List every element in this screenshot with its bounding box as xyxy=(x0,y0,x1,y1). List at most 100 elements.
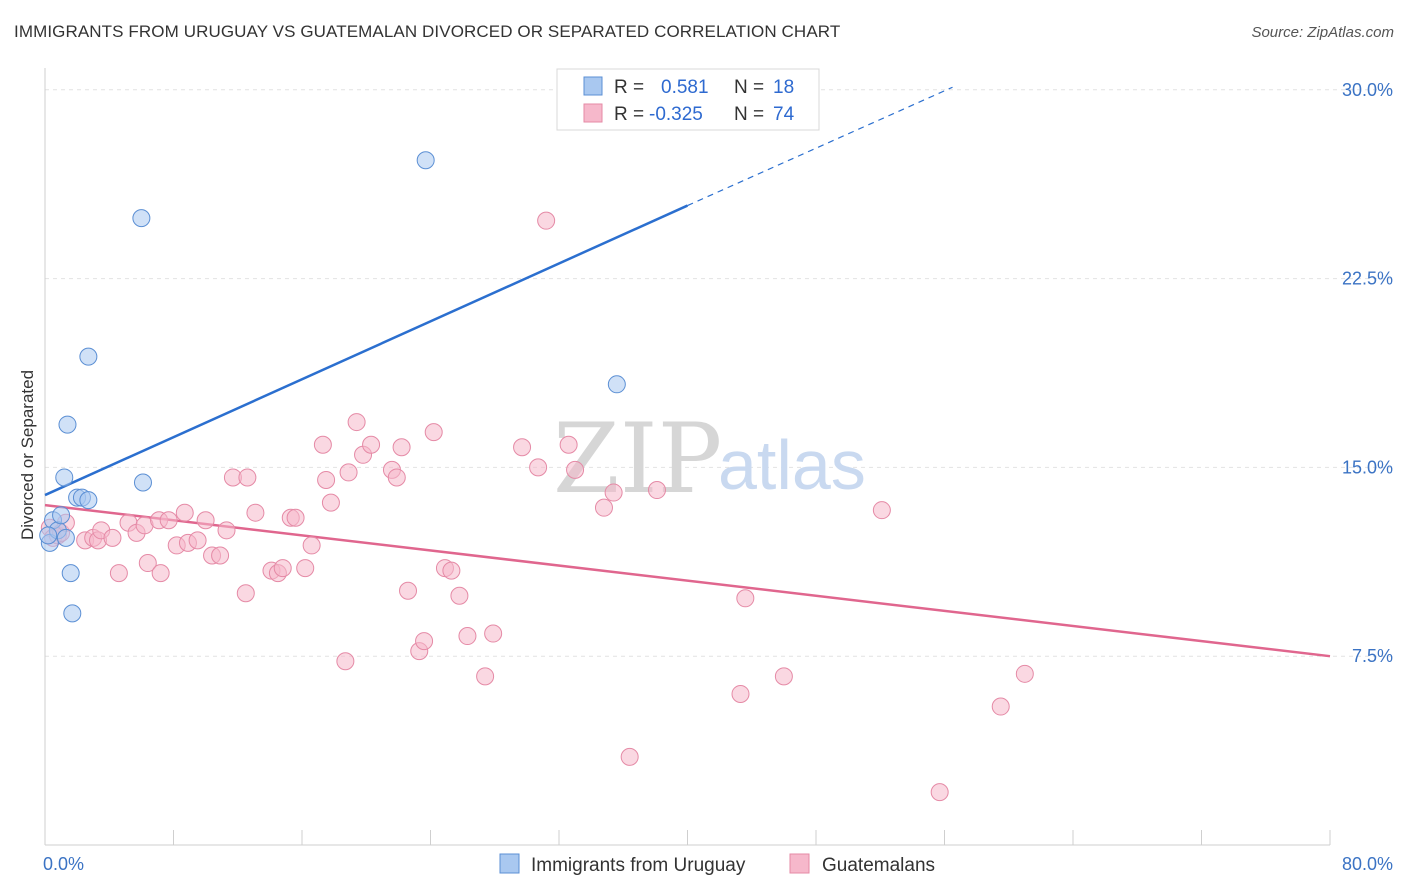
point-guatemalans xyxy=(296,559,315,578)
legend-swatch-uruguay xyxy=(583,76,603,96)
x-tick-label: 0.0% xyxy=(43,854,84,874)
point-uruguay xyxy=(55,468,74,487)
legend-r-label: R = xyxy=(614,104,644,125)
trend-line-guatemalans xyxy=(44,503,1331,658)
point-guatemalans xyxy=(566,460,585,479)
point-guatemalans xyxy=(362,435,381,454)
point-guatemalans xyxy=(188,531,207,550)
point-guatemalans xyxy=(336,652,355,671)
point-uruguay xyxy=(58,415,77,434)
correlation-legend: R = 0.581 N = 18 R = -0.325 N = 74 xyxy=(556,68,820,131)
point-guatemalans xyxy=(476,667,495,686)
point-guatemalans xyxy=(339,463,358,482)
point-guatemalans xyxy=(159,511,178,530)
legend-swatch-uruguay xyxy=(499,853,520,874)
point-uruguay xyxy=(79,347,98,366)
x-tick-label: 80.0% xyxy=(1342,854,1393,874)
point-guatemalans xyxy=(647,481,666,500)
point-guatemalans xyxy=(604,483,623,502)
legend-n-label: N = xyxy=(734,77,764,98)
point-guatemalans xyxy=(211,546,230,565)
point-guatemalans xyxy=(138,554,157,573)
point-guatemalans xyxy=(594,498,613,517)
point-guatemalans xyxy=(415,632,434,651)
point-guatemalans xyxy=(484,624,503,643)
point-guatemalans xyxy=(991,697,1010,716)
point-guatemalans xyxy=(930,783,949,802)
legend-series-name: Immigrants from Uruguay xyxy=(531,855,746,876)
watermark: ZIP atlas xyxy=(553,403,866,515)
legend-swatch-guatemalans xyxy=(789,853,810,874)
point-uruguay xyxy=(52,506,71,525)
watermark-zip: ZIP xyxy=(553,403,722,515)
point-guatemalans xyxy=(347,413,366,432)
y-tick-label: 30.0% xyxy=(1342,80,1393,100)
point-guatemalans xyxy=(321,493,340,512)
point-guatemalans xyxy=(450,586,469,605)
point-guatemalans xyxy=(529,458,548,477)
point-guatemalans xyxy=(175,503,194,522)
point-guatemalans xyxy=(442,561,461,580)
point-uruguay xyxy=(63,604,82,623)
point-guatemalans xyxy=(872,501,891,520)
point-guatemalans xyxy=(109,564,128,583)
point-guatemalans xyxy=(559,435,578,454)
point-guatemalans xyxy=(217,521,236,540)
point-guatemalans xyxy=(238,468,257,487)
point-guatemalans xyxy=(392,438,411,457)
y-tick-label: 15.0% xyxy=(1342,457,1393,477)
point-guatemalans xyxy=(513,438,532,457)
point-guatemalans xyxy=(731,684,750,703)
point-guatemalans xyxy=(236,584,255,603)
legend-n-value: 18 xyxy=(773,77,794,98)
x-tick-labels: 0.0% 80.0% xyxy=(43,854,1393,874)
point-guatemalans xyxy=(246,503,265,522)
y-tick-labels: 7.5% 15.0% 22.5% 30.0% xyxy=(1342,80,1393,666)
legend-r-value: 0.581 xyxy=(661,77,709,98)
chart-title: IMMIGRANTS FROM URUGUAY VS GUATEMALAN DI… xyxy=(14,22,841,41)
point-guatemalans xyxy=(273,559,292,578)
grid-lines xyxy=(45,89,1392,657)
point-uruguay xyxy=(607,375,626,394)
y-tick-label: 7.5% xyxy=(1352,646,1393,666)
point-guatemalans xyxy=(103,528,122,547)
point-guatemalans xyxy=(736,589,755,608)
legend-n-label: N = xyxy=(734,104,764,125)
legend-r-value: -0.325 xyxy=(649,104,703,125)
point-guatemalans xyxy=(620,747,639,766)
point-guatemalans xyxy=(424,423,443,442)
legend-series-name: Guatemalans xyxy=(822,855,935,876)
point-uruguay xyxy=(79,491,98,510)
point-uruguay xyxy=(39,526,58,545)
point-guatemalans xyxy=(774,667,793,686)
source-credit: Source: ZipAtlas.com xyxy=(1251,24,1394,41)
trend-line-uruguay-extension xyxy=(687,86,953,207)
point-guatemalans xyxy=(399,581,418,600)
point-guatemalans xyxy=(196,511,215,530)
legend-swatch-guatemalans xyxy=(583,103,603,123)
series-legend: Immigrants from Uruguay Guatemalans xyxy=(499,853,935,876)
point-guatemalans xyxy=(313,435,332,454)
point-guatemalans xyxy=(458,627,477,646)
point-guatemalans xyxy=(302,536,321,555)
point-guatemalans xyxy=(1015,664,1034,683)
point-uruguay xyxy=(416,151,435,170)
point-uruguay xyxy=(56,528,75,547)
point-guatemalans xyxy=(286,508,305,527)
trend-lines xyxy=(44,86,1331,658)
point-uruguay xyxy=(132,209,151,228)
point-uruguay xyxy=(61,564,80,583)
point-guatemalans xyxy=(151,564,170,583)
legend-n-value: 74 xyxy=(773,104,795,125)
point-uruguay xyxy=(133,473,152,492)
point-guatemalans xyxy=(317,470,336,489)
point-guatemalans xyxy=(387,468,406,487)
trend-line-uruguay xyxy=(44,204,689,497)
data-points xyxy=(39,151,1034,802)
axes xyxy=(44,68,1331,846)
point-guatemalans xyxy=(537,211,556,230)
watermark-atlas: atlas xyxy=(718,426,866,504)
legend-r-label: R = xyxy=(614,77,644,98)
y-tick-label: 22.5% xyxy=(1342,269,1393,289)
